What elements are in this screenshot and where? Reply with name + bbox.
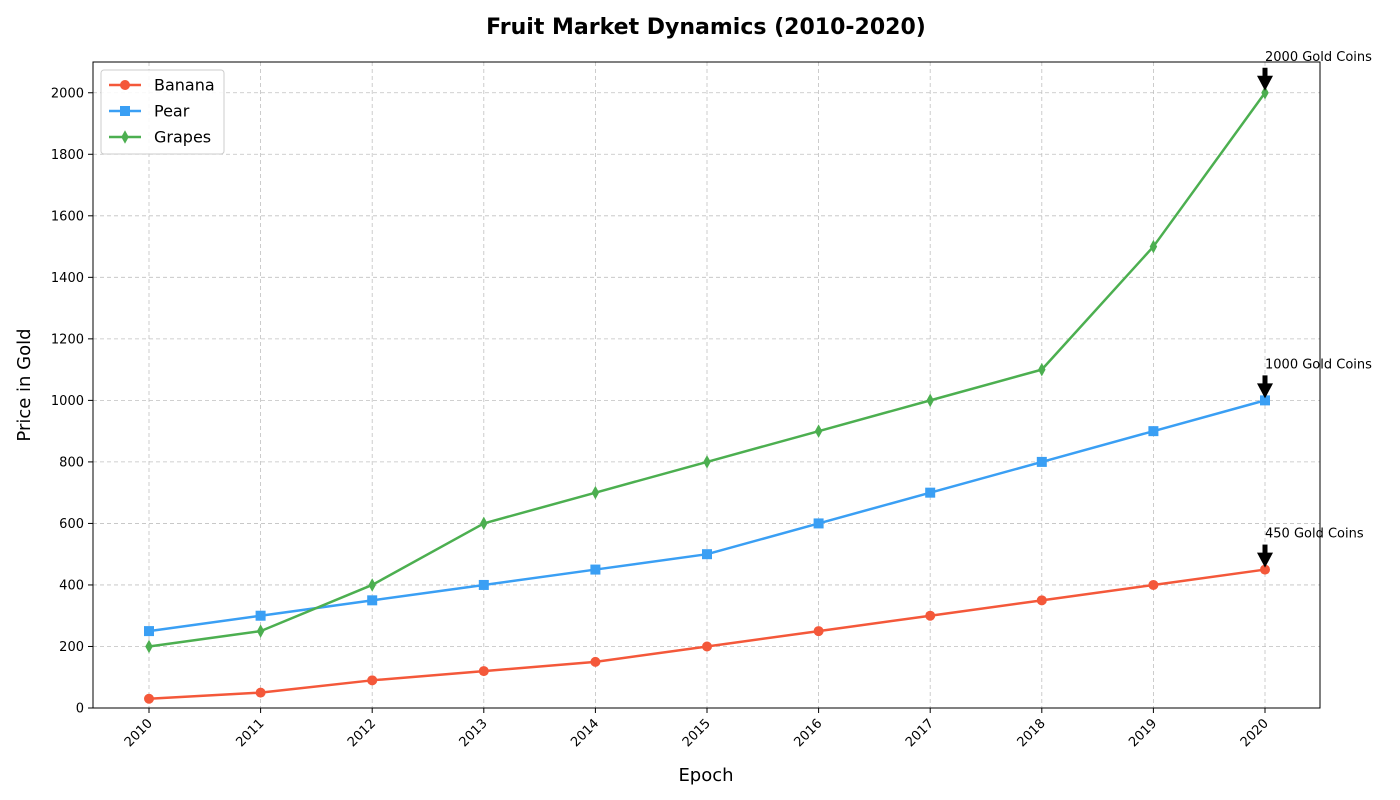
y-tick-label: 1400 [51,271,84,286]
series-grapes [145,86,1269,654]
annotation-arrow-head [1257,383,1273,399]
data-point-banana [1260,564,1270,575]
annotations: 2000 Gold Coins 1000 Gold Coins 450 Gold C… [1257,50,1372,568]
annotation-arrow-shaft [1262,544,1268,554]
data-point-grapes [703,455,711,469]
data-point-banana [813,626,824,637]
legend-label-pear: Pear [154,102,190,121]
data-point-banana [1036,595,1047,606]
data-point-pear [813,518,824,529]
legend-item-pear: Pear [109,102,190,121]
series-pear [144,395,1270,637]
legend-label-grapes: Grapes [154,128,211,147]
annotation: 1000 Gold Coins [1257,357,1372,399]
data-point-banana [590,656,601,667]
data-point-pear [144,626,154,637]
annotation: 450 Gold Coins [1257,527,1364,568]
data-point-grapes [591,485,600,500]
data-point-pear [1148,426,1159,437]
data-point-banana [367,675,378,686]
series-banana [144,564,1270,704]
data-point-grapes [1261,86,1269,100]
data-point-grapes [814,424,823,438]
data-point-banana [144,693,154,704]
data-point-banana [478,666,489,677]
legend: Banana Pear Grapes [100,69,225,155]
annotation-arrow-head [1257,75,1273,91]
data-point-grapes [1038,362,1046,377]
annotation: 2000 Gold Coins [1257,50,1372,91]
annotation-label: 1000 Gold Coins [1265,357,1372,372]
legend-label-banana: Banana [154,76,215,95]
legend-box [100,69,225,155]
data-point-pear [702,549,712,560]
data-point-pear [925,487,936,498]
annotation-arrow-shaft [1262,375,1268,385]
annotation-label: 450 Gold Coins [1265,527,1364,542]
data-point-pear [367,595,378,606]
y-tick-label: 400 [59,578,84,593]
annotation-arrow-shaft [1262,67,1268,77]
data-point-pear [1260,395,1270,406]
y-axis: 0 200 400 600 800 1000 1200 1400 1600 1800 2000 [51,86,93,717]
y-tick-label: 1000 [51,394,84,409]
annotation-arrow-head [1257,552,1273,568]
y-axis-label: Price in Gold [14,328,35,441]
data-point-banana [702,641,712,652]
data-point-grapes [1149,239,1158,254]
data-point-grapes [480,516,488,531]
y-tick-label: 0 [76,702,84,717]
data-point-grapes [256,624,265,638]
y-tick-label: 1800 [51,148,84,163]
x-axis-label: Epoch [678,765,733,786]
data-point-banana [1148,579,1159,590]
y-tick-label: 1600 [51,209,84,224]
y-tick-label: 1200 [51,332,84,347]
legend-marker-banana [120,80,130,90]
data-point-banana [255,687,266,698]
legend-marker-pear [120,106,130,116]
data-point-pear [255,610,266,621]
data-point-banana [925,610,936,621]
data-point-pear [478,579,489,590]
y-tick-label: 200 [59,640,84,655]
data-point-grapes [145,639,153,654]
data-point-pear [1036,456,1047,467]
y-tick-label: 2000 [51,86,84,101]
y-tick-label: 800 [59,455,84,470]
data-point-pear [590,564,601,575]
legend-item-banana: Banana [109,76,215,95]
data-point-grapes [368,578,376,592]
y-tick-label: 600 [59,517,84,532]
chart-title: Fruit Market Dynamics (2010-2020) [486,15,926,40]
legend-item-grapes: Grapes [109,128,211,147]
annotation-label: 2000 Gold Coins [1265,50,1372,65]
legend-marker-grapes [121,130,129,144]
series-layer [144,86,1270,704]
data-point-grapes [926,393,934,408]
